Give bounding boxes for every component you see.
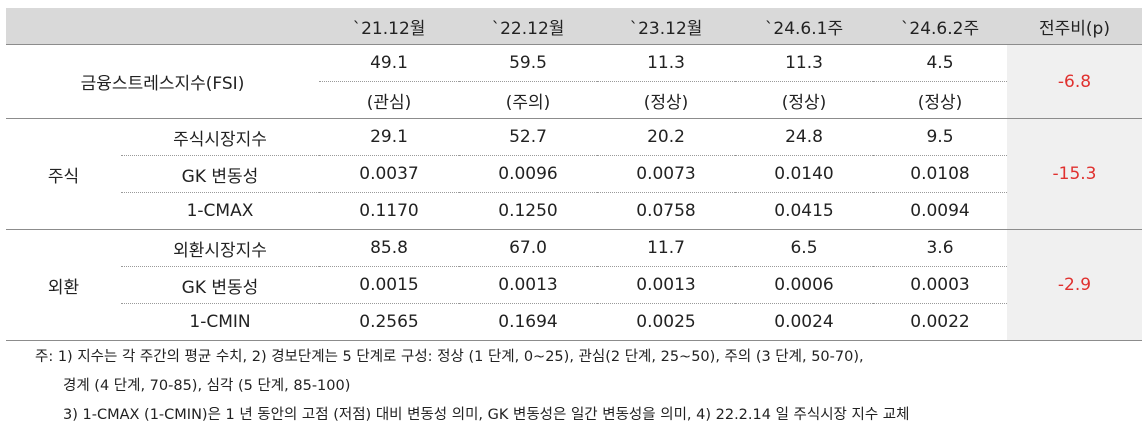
stock-row-index: 주식 주식시장지수 29.1 52.7 20.2 24.8 9.5 -15.3 [6,118,1142,230]
header-row: `21.12월 `22.12월 `23.12월 `24.6.1주 `24.6.2… [6,8,1142,45]
stock-index-2021-12: 29.1 [319,118,459,156]
fsi-stage-2023-12: (정상) [597,81,735,119]
stock-index-2024-6-2w: 9.5 [873,118,1007,156]
fx-index-2024-6-1w: 6.5 [735,229,873,267]
stock-gk-2022-12: 0.0096 [459,155,597,193]
stock-cmax-2021-12: 0.1170 [319,192,459,230]
fsi-change: -6.8 [1007,44,1142,119]
fx-index-2021-12: 85.8 [319,229,459,267]
fx-cmin-2024-6-1w: 0.0024 [735,303,873,341]
header-col-2022-12: `22.12월 [459,8,597,45]
stock-gk-2023-12: 0.0073 [597,155,735,193]
fx-row-cmin: 1-CMIN 0.2565 0.1694 0.0025 0.0024 0.002… [6,303,1142,341]
note-line-3: 3) 1-CMAX (1-CMIN)은 1 년 동안의 고점 (저점) 대비 변… [63,407,910,423]
fx-row-label: GK 변동성 [121,266,319,304]
fsi-value-2024-6-1w: 11.3 [735,44,873,82]
fsi-stage-2024-6-2w: (정상) [873,81,1007,119]
stock-cmax-2024-6-1w: 0.0415 [735,192,873,230]
fsi-value-2024-6-2w: 4.5 [873,44,1007,82]
stock-row-cmax: 1-CMAX 0.1170 0.1250 0.0758 0.0415 0.009… [6,192,1142,230]
stock-index-2023-12: 20.2 [597,118,735,156]
fsi-value-2022-12: 59.5 [459,44,597,82]
stock-row-label: 1-CMAX [121,192,319,230]
fsi-stage-2022-12: (주의) [459,81,597,119]
fx-index-2024-6-2w: 3.6 [873,229,1007,267]
fx-group-label: 외환 [6,229,121,341]
header-col-2021-12: `21.12월 [319,8,459,45]
fsi-stage-2024-6-1w: (정상) [735,81,873,119]
fx-gk-2023-12: 0.0013 [597,266,735,304]
fsi-value-2023-12: 11.3 [597,44,735,82]
fx-cmin-2021-12: 0.2565 [319,303,459,341]
stock-gk-2024-6-1w: 0.0140 [735,155,873,193]
note-line-2: 경계 (4 단계, 70-85), 심각 (5 단계, 85-100) [63,378,351,394]
header-col-2024-6-1w: `24.6.1주 [735,8,873,45]
fx-row-label: 1-CMIN [121,303,319,341]
table-notes: 주: 1) 지수는 각 주간의 평균 수치, 2) 경보단계는 5 단계로 구성… [35,343,909,430]
stock-change: -15.3 [1007,118,1142,230]
fx-row-gk: GK 변동성 0.0015 0.0013 0.0013 0.0006 0.000… [6,266,1142,304]
fx-cmin-2023-12: 0.0025 [597,303,735,341]
stock-gk-2024-6-2w: 0.0108 [873,155,1007,193]
fsi-table-container: `21.12월 `22.12월 `23.12월 `24.6.1주 `24.6.2… [6,8,1142,341]
stock-cmax-2022-12: 0.1250 [459,192,597,230]
stock-gk-2021-12: 0.0037 [319,155,459,193]
fx-row-index: 외환 외환시장지수 85.8 67.0 11.7 6.5 3.6 -2.9 [6,229,1142,341]
fsi-stage-row: (관심) (주의) (정상) (정상) (정상) [6,81,1142,119]
header-col-change: 전주비(p) [1007,8,1142,45]
stock-index-2024-6-1w: 24.8 [735,118,873,156]
fsi-label: 금융스트레스지수(FSI) [6,44,319,119]
fx-index-2022-12: 67.0 [459,229,597,267]
fsi-value-row: 금융스트레스지수(FSI) 49.1 59.5 11.3 11.3 4.5 -6… [6,44,1142,119]
fx-gk-2024-6-1w: 0.0006 [735,266,873,304]
note-line-1: 주: 1) 지수는 각 주간의 평균 수치, 2) 경보단계는 5 단계로 구성… [35,349,864,365]
stock-row-label: GK 변동성 [121,155,319,193]
stock-row-label: 주식시장지수 [121,118,319,156]
header-col-2023-12: `23.12월 [597,8,735,45]
fsi-value-2021-12: 49.1 [319,44,459,82]
fx-row-label: 외환시장지수 [121,229,319,267]
fx-gk-2021-12: 0.0015 [319,266,459,304]
stock-cmax-2024-6-2w: 0.0094 [873,192,1007,230]
fsi-stage-2021-12: (관심) [319,81,459,119]
fx-gk-2024-6-2w: 0.0003 [873,266,1007,304]
fx-cmin-2024-6-2w: 0.0022 [873,303,1007,341]
header-col-2024-6-2w: `24.6.2주 [873,8,1007,45]
header-blank [6,8,319,45]
fx-cmin-2022-12: 0.1694 [459,303,597,341]
stock-row-gk: GK 변동성 0.0037 0.0096 0.0073 0.0140 0.010… [6,155,1142,193]
stock-group-label: 주식 [6,118,121,230]
stock-cmax-2023-12: 0.0758 [597,192,735,230]
fsi-table: `21.12월 `22.12월 `23.12월 `24.6.1주 `24.6.2… [6,8,1142,341]
stock-index-2022-12: 52.7 [459,118,597,156]
fx-change: -2.9 [1007,229,1142,341]
fx-gk-2022-12: 0.0013 [459,266,597,304]
fx-index-2023-12: 11.7 [597,229,735,267]
